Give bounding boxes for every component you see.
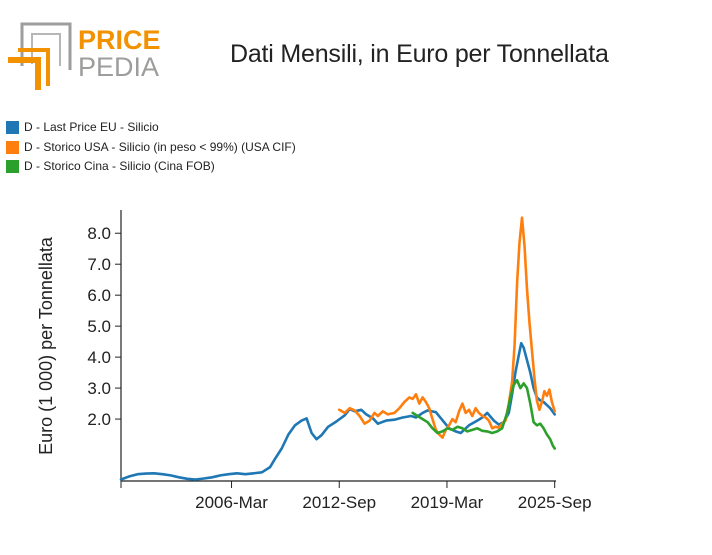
x-tick-label: 2025-Sep: [518, 493, 592, 512]
legend-item-cina[interactable]: D - Storico Cina - Silicio (Cina FOB): [6, 157, 296, 177]
legend-swatch-usa: [6, 140, 19, 154]
y-axis-label: Euro (1 000) per Tonnellata: [36, 236, 56, 455]
y-tick-label: 8.0: [87, 224, 111, 243]
y-tick-label: 2.0: [87, 410, 111, 429]
y-tick-label: 6.0: [87, 286, 111, 305]
series-line-eu: [119, 341, 556, 481]
chart-axes: 2.0 3.0 4.0 5.0 6.0 7.0 8.0 2006-Mar 2012-Sep 201…: [87, 210, 592, 512]
legend-item-usa[interactable]: D - Storico USA - Silicio (in peso < 99%…: [6, 138, 296, 158]
y-tick-label: 3.0: [87, 379, 111, 398]
y-tick-label: 7.0: [87, 255, 111, 274]
logo-text-price: PRICE: [78, 25, 161, 55]
series-line-cina: [411, 379, 556, 450]
legend-item-eu[interactable]: D - Last Price EU - Silicio: [6, 118, 296, 138]
chart-title: Dati Mensili, in Euro per Tonnellata: [230, 40, 609, 68]
chart-legend: D - Last Price EU - Silicio D - Storico …: [6, 118, 296, 177]
legend-label-usa: D - Storico USA - Silicio (in peso < 99%…: [24, 139, 296, 154]
logo-mark: [8, 22, 72, 90]
logo-text-pedia: PEDIA: [78, 52, 159, 82]
legend-swatch-cina: [6, 160, 19, 174]
x-tick-label: 2012-Sep: [302, 493, 376, 512]
x-tick-label: 2006-Mar: [195, 493, 268, 512]
pricepedia-logo: PRICE PEDIA: [8, 22, 161, 90]
legend-label-eu: D - Last Price EU - Silicio: [24, 120, 159, 134]
series-line-usa: [337, 216, 556, 439]
y-tick-label: 4.0: [87, 348, 111, 367]
x-tick-label: 2019-Mar: [411, 493, 484, 512]
y-tick-label: 5.0: [87, 317, 111, 336]
chart-series: [119, 216, 556, 481]
legend-swatch-eu: [6, 121, 19, 135]
legend-label-cina: D - Storico Cina - Silicio (Cina FOB): [24, 159, 215, 173]
